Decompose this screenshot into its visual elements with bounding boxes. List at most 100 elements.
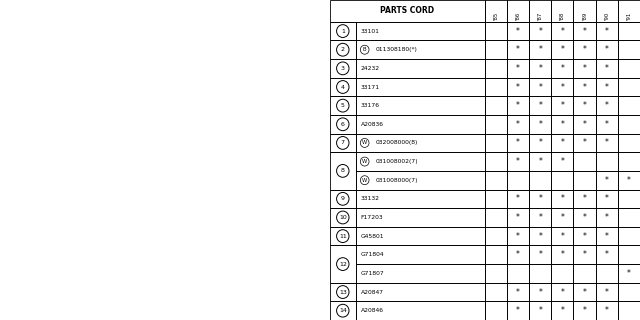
- Bar: [485, 208, 507, 227]
- Text: 031008000(7): 031008000(7): [376, 178, 418, 183]
- Text: '90: '90: [604, 12, 609, 20]
- Bar: [618, 22, 640, 40]
- Text: *: *: [538, 157, 542, 166]
- Bar: [330, 22, 356, 40]
- Text: *: *: [605, 45, 609, 54]
- Text: 13: 13: [339, 290, 347, 294]
- Bar: [356, 189, 485, 208]
- Text: 2: 2: [340, 47, 345, 52]
- Bar: [529, 171, 551, 189]
- Bar: [330, 227, 356, 245]
- Text: 031008002(7): 031008002(7): [376, 159, 418, 164]
- Text: *: *: [561, 83, 564, 92]
- Text: 9: 9: [340, 196, 345, 201]
- Text: *: *: [516, 45, 520, 54]
- Bar: [551, 208, 573, 227]
- Bar: [529, 78, 551, 96]
- Text: 3: 3: [340, 66, 345, 71]
- Bar: [330, 0, 485, 22]
- Text: *: *: [582, 250, 586, 259]
- Bar: [618, 152, 640, 171]
- Bar: [507, 301, 529, 320]
- Text: *: *: [582, 83, 586, 92]
- Text: *: *: [582, 45, 586, 54]
- Bar: [573, 115, 596, 134]
- Text: A20847: A20847: [361, 290, 384, 294]
- Bar: [573, 189, 596, 208]
- Bar: [551, 264, 573, 283]
- Bar: [485, 40, 507, 59]
- Bar: [330, 78, 356, 96]
- Text: *: *: [582, 213, 586, 222]
- Text: *: *: [538, 232, 542, 241]
- Bar: [529, 245, 551, 264]
- Bar: [529, 152, 551, 171]
- Text: *: *: [516, 139, 520, 148]
- Bar: [485, 134, 507, 152]
- Bar: [618, 115, 640, 134]
- Bar: [551, 134, 573, 152]
- Bar: [485, 96, 507, 115]
- Bar: [330, 189, 356, 208]
- Bar: [356, 40, 485, 59]
- Bar: [573, 96, 596, 115]
- Text: *: *: [516, 83, 520, 92]
- Bar: [596, 152, 618, 171]
- Text: *: *: [561, 213, 564, 222]
- Text: '91: '91: [627, 12, 632, 20]
- Bar: [551, 171, 573, 189]
- Bar: [573, 134, 596, 152]
- Bar: [507, 0, 529, 22]
- Bar: [573, 208, 596, 227]
- Text: *: *: [538, 194, 542, 203]
- Text: *: *: [582, 232, 586, 241]
- Text: *: *: [538, 250, 542, 259]
- Text: *: *: [605, 288, 609, 297]
- Bar: [573, 301, 596, 320]
- Text: '85: '85: [493, 12, 499, 20]
- Bar: [596, 0, 618, 22]
- Text: '88: '88: [560, 12, 565, 20]
- Bar: [551, 0, 573, 22]
- Bar: [618, 283, 640, 301]
- Bar: [596, 264, 618, 283]
- Bar: [573, 0, 596, 22]
- Text: *: *: [516, 194, 520, 203]
- Text: *: *: [582, 194, 586, 203]
- Bar: [330, 40, 356, 59]
- Bar: [618, 208, 640, 227]
- Text: *: *: [538, 101, 542, 110]
- Bar: [573, 152, 596, 171]
- Bar: [485, 264, 507, 283]
- Text: *: *: [516, 232, 520, 241]
- Bar: [356, 152, 485, 171]
- Bar: [551, 22, 573, 40]
- Bar: [330, 96, 356, 115]
- Bar: [529, 59, 551, 78]
- Bar: [596, 115, 618, 134]
- Text: *: *: [605, 120, 609, 129]
- Text: *: *: [561, 27, 564, 36]
- Bar: [330, 152, 356, 189]
- Bar: [485, 59, 507, 78]
- Text: G71804: G71804: [361, 252, 384, 257]
- Text: 12: 12: [339, 261, 347, 267]
- Bar: [330, 134, 356, 152]
- Bar: [573, 264, 596, 283]
- Bar: [529, 283, 551, 301]
- Text: *: *: [582, 120, 586, 129]
- Bar: [529, 264, 551, 283]
- Bar: [573, 78, 596, 96]
- Bar: [507, 189, 529, 208]
- Bar: [551, 283, 573, 301]
- Text: *: *: [605, 176, 609, 185]
- Text: *: *: [516, 250, 520, 259]
- Bar: [573, 227, 596, 245]
- Bar: [330, 301, 356, 320]
- Bar: [507, 59, 529, 78]
- Bar: [596, 59, 618, 78]
- Bar: [485, 245, 507, 264]
- Bar: [485, 227, 507, 245]
- Bar: [573, 245, 596, 264]
- Text: *: *: [538, 45, 542, 54]
